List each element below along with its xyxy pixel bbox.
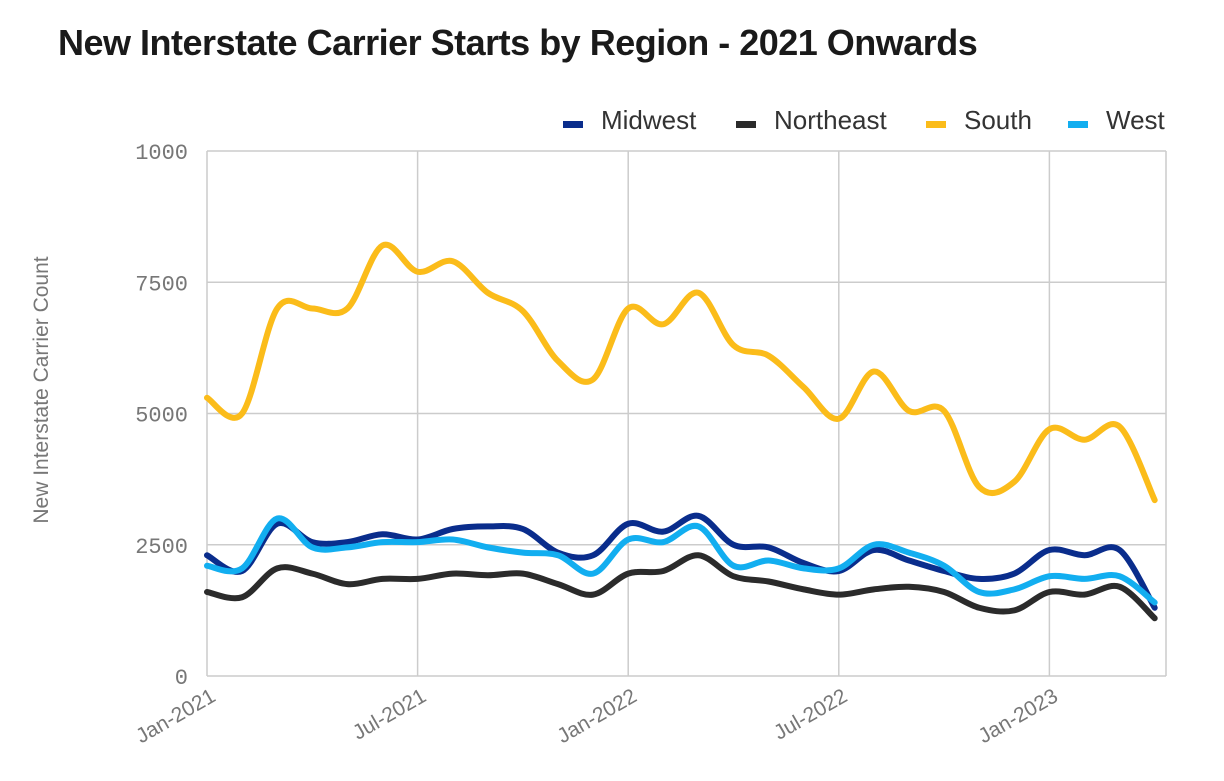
legend-swatch-midwest [563, 121, 583, 128]
y-tick-label: 5000 [135, 404, 188, 429]
legend: Midwest Northeast South West [563, 105, 1166, 135]
x-tick-label: Jul-2022 [770, 684, 851, 744]
y-tick-label: 2500 [135, 535, 188, 560]
legend-swatch-west [1068, 121, 1088, 128]
legend-label-west: West [1106, 105, 1166, 135]
x-axis-ticks: Jan-2021 Jul-2021 Jan-2022 Jul-2022 Jan-2023 [132, 684, 1062, 748]
y-axis-ticks: 0 2500 5000 7500 1000 [135, 141, 188, 691]
series-line-south [204, 241, 1158, 504]
legend-swatch-south [926, 121, 946, 128]
y-tick-label: 1000 [135, 141, 188, 166]
x-tick-label: Jan-2021 [132, 684, 219, 748]
y-tick-label: 0 [175, 666, 188, 691]
y-axis-label: New Interstate Carrier Count [30, 256, 53, 523]
series-lines [204, 241, 1158, 622]
x-tick-label: Jul-2021 [349, 684, 430, 744]
x-tick-label: Jan-2022 [553, 684, 640, 748]
series-line-west [204, 515, 1158, 606]
chart-title: New Interstate Carrier Starts by Region … [58, 22, 978, 63]
legend-swatch-northeast [736, 121, 756, 128]
legend-label-south: South [964, 105, 1032, 135]
x-tick-label: Jan-2023 [975, 684, 1062, 748]
grid [206, 150, 1167, 677]
series-line-midwest [204, 512, 1158, 611]
series-line-northeast [204, 552, 1158, 622]
legend-label-northeast: Northeast [774, 105, 887, 135]
legend-label-midwest: Midwest [601, 105, 697, 135]
y-tick-label: 7500 [135, 272, 188, 297]
